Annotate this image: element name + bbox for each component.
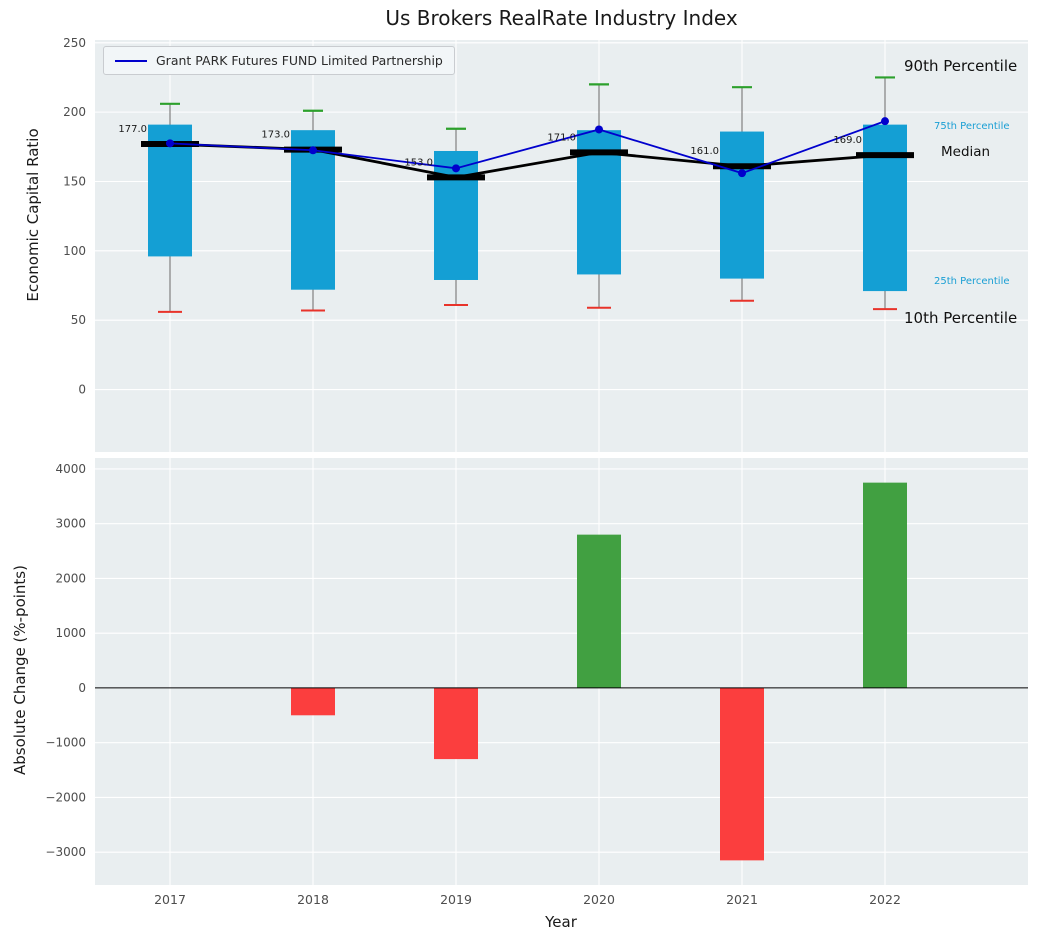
svg-text:4000: 4000: [55, 462, 86, 476]
svg-text:100: 100: [63, 244, 86, 258]
svg-text:171.0: 171.0: [547, 132, 576, 143]
svg-text:2022: 2022: [869, 892, 901, 907]
svg-text:153.0: 153.0: [404, 157, 433, 168]
svg-text:−2000: −2000: [45, 790, 86, 804]
iqr-box: [720, 131, 764, 279]
y-axis-label-bottom: Absolute Change (%-points): [11, 565, 29, 775]
y-axis-label-top: Economic Capital Ratio: [24, 128, 42, 302]
svg-text:200: 200: [63, 105, 86, 119]
company-marker: [309, 146, 317, 155]
svg-text:2000: 2000: [55, 571, 86, 585]
iqr-box: [291, 130, 335, 290]
annotation-10th-percentile: 10th Percentile: [904, 309, 1018, 327]
annotation-median: Median: [941, 144, 991, 160]
svg-text:2018: 2018: [297, 892, 329, 907]
svg-text:177.0: 177.0: [118, 124, 147, 135]
change-bar-2021: [720, 687, 764, 861]
svg-text:2021: 2021: [726, 892, 758, 907]
company-marker: [595, 125, 603, 134]
svg-text:173.0: 173.0: [261, 130, 290, 141]
svg-text:2019: 2019: [440, 892, 472, 907]
annotation-25th-percentile: 25th Percentile: [934, 276, 1010, 287]
company-line: [169, 120, 886, 175]
annotation-90th-percentile: 90th Percentile: [904, 57, 1018, 75]
company-marker: [452, 164, 460, 173]
company-marker: [738, 169, 746, 178]
x-axis-label: Year: [545, 913, 577, 931]
svg-text:−1000: −1000: [45, 736, 86, 750]
legend-line-sample: [115, 59, 147, 62]
box-group-2019: [434, 127, 478, 306]
box-group-2021: [720, 86, 764, 302]
iqr-box: [863, 124, 907, 292]
svg-text:1000: 1000: [55, 626, 86, 640]
company-marker: [166, 139, 174, 148]
svg-text:0: 0: [78, 681, 86, 695]
change-bar-2019: [434, 687, 478, 760]
legend-label: Grant PARK Futures FUND Limited Partners…: [156, 53, 443, 68]
box-group-2018: [291, 109, 335, 312]
svg-text:161.0: 161.0: [690, 146, 719, 157]
svg-text:50: 50: [71, 313, 86, 327]
change-bar-2022: [863, 482, 907, 688]
svg-text:2017: 2017: [154, 892, 186, 907]
svg-text:250: 250: [63, 36, 86, 50]
change-bar-2020: [577, 534, 621, 688]
change-bars: [291, 482, 907, 861]
change-bar-2018: [291, 687, 335, 716]
svg-text:−3000: −3000: [45, 845, 86, 859]
svg-text:150: 150: [63, 174, 86, 188]
annotation-75th-percentile: 75th Percentile: [934, 121, 1010, 132]
median-value-labels: 177.0 173.0 153.0 171.0 161.0 169.0: [118, 124, 862, 168]
tick-labels: 0 50 100 150 200 250 −3000 −2000 −1000 0 1000 2000 3…: [45, 36, 901, 907]
chart-title: Us Brokers RealRate Industry Index: [385, 6, 738, 30]
svg-text:0: 0: [78, 383, 86, 397]
iqr-box: [434, 150, 478, 280]
svg-text:3000: 3000: [55, 517, 86, 531]
legend: Grant PARK Futures FUND Limited Partners…: [103, 46, 455, 75]
svg-text:2020: 2020: [583, 892, 615, 907]
svg-text:169.0: 169.0: [833, 135, 862, 146]
company-marker: [881, 117, 889, 126]
